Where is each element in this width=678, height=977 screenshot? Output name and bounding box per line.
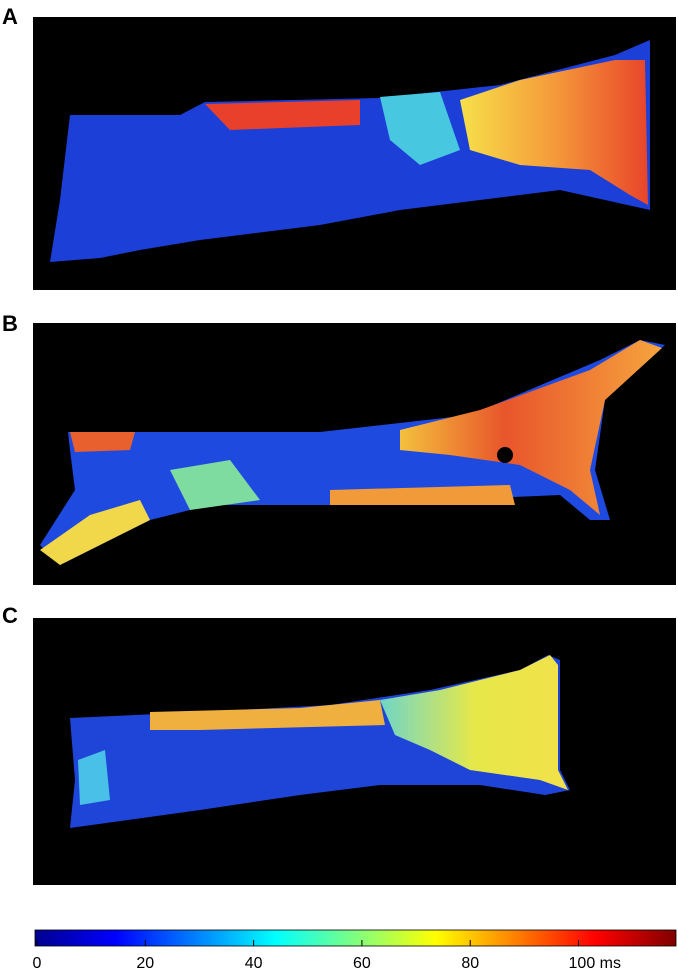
- late-strip: [205, 100, 360, 130]
- colorbar-tick-label: 80: [461, 955, 479, 972]
- late-region: [460, 60, 648, 205]
- colorbar: [34, 929, 677, 947]
- hole: [497, 447, 513, 463]
- mid-region: [78, 750, 110, 805]
- panel-c: [33, 618, 676, 885]
- tissue: [40, 340, 665, 565]
- colorbar-tick-label: 40: [245, 955, 263, 972]
- colorbar-axis: 0 20 40 60 80 100 ms: [33, 940, 621, 972]
- late-region: [400, 340, 662, 515]
- panel-a: [33, 17, 676, 290]
- late-strip: [330, 485, 515, 505]
- mid-region: [170, 460, 260, 510]
- colorbar-tick-label: 0: [33, 955, 42, 972]
- panel-label: B: [2, 311, 18, 336]
- early-edge: [40, 500, 150, 565]
- panel-label: C: [2, 603, 18, 628]
- colorbar-tick-label: 20: [136, 955, 154, 972]
- late-region: [380, 655, 568, 790]
- colorbar-tick-label: 60: [353, 955, 371, 972]
- late-strip: [150, 700, 385, 730]
- panel-b: [33, 323, 676, 585]
- colorbar-tick-label: 100 ms: [569, 955, 621, 972]
- panel-label: A: [2, 4, 18, 29]
- mid-region: [380, 92, 460, 165]
- late-patch: [70, 432, 135, 452]
